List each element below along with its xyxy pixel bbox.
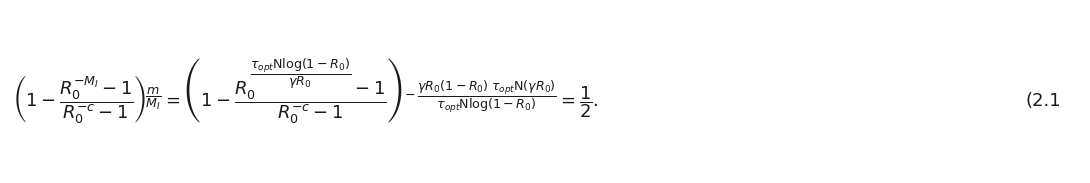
Text: (2.1: (2.1 bbox=[1026, 92, 1062, 109]
Text: $\left(1 - \dfrac{R_0^{-M_I} - 1}{R_0^{-c} - 1}\right)^{\!\dfrac{m}{M_I}} = \lef: $\left(1 - \dfrac{R_0^{-M_I} - 1}{R_0^{-… bbox=[12, 56, 598, 127]
